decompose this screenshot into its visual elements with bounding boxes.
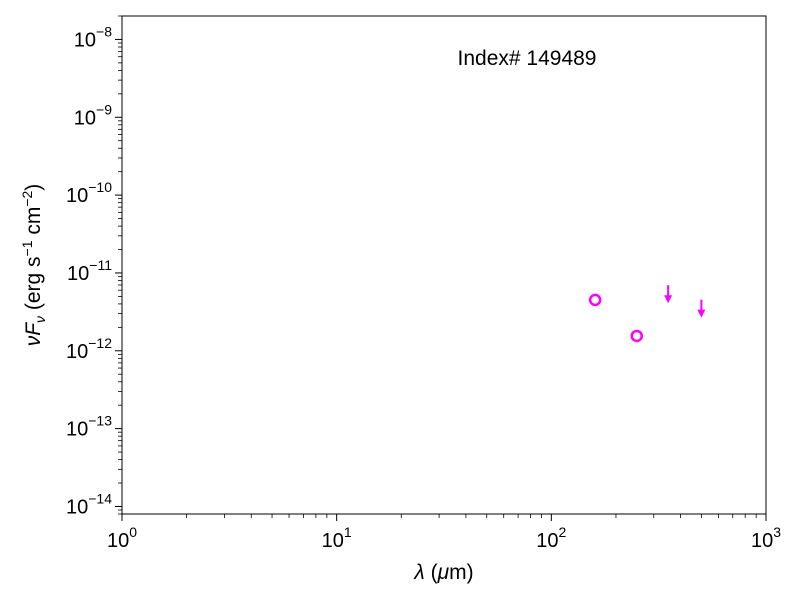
- arrow-head: [697, 309, 706, 318]
- x-tick-label: 100: [107, 524, 137, 552]
- y-tick-label: 10−8: [74, 23, 112, 51]
- arrow-head: [664, 295, 673, 304]
- y-tick-label: 10−11: [67, 257, 112, 285]
- upper-limit-arrow: [697, 299, 706, 318]
- data-point-circle: [588, 293, 602, 307]
- y-tick-label: 10−10: [66, 179, 112, 207]
- y-tick-label: 10−13: [66, 413, 112, 441]
- data-point-circle: [630, 329, 644, 343]
- x-tick-label: 101: [322, 524, 352, 552]
- y-axis-ticks: 10−14 10−13 10−12 10−11 10−10 10−9 10−8: [66, 15, 122, 518]
- upper-limit-arrow: [664, 285, 673, 304]
- x-tick-label: 103: [751, 524, 781, 552]
- plot-frame: [121, 15, 767, 515]
- y-tick-label: 10−9: [74, 101, 112, 129]
- data-marks: [588, 285, 706, 343]
- y-tick-label: 10−12: [66, 335, 112, 363]
- chart-annotation: Index# 149489: [458, 47, 597, 70]
- y-axis-label: νFν (erg s−1 cm−2): [19, 184, 48, 347]
- x-axis-label: λ (μm): [413, 561, 473, 584]
- x-tick-label: 102: [536, 524, 566, 552]
- x-axis-ticks: 100 101 102 103: [107, 514, 781, 552]
- y-tick-label: 10−14: [66, 490, 112, 518]
